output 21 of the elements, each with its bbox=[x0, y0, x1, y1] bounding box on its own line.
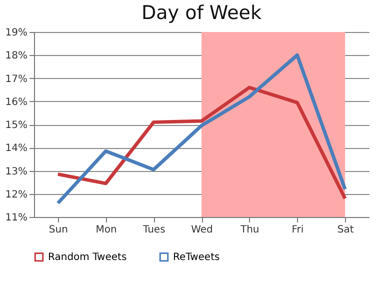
chart-title: Day of Week bbox=[142, 2, 262, 24]
legend-label: Random Tweets bbox=[48, 252, 127, 264]
x-tick-label: Mon bbox=[96, 224, 117, 236]
line-series bbox=[56, 86, 347, 200]
y-tick-label: 17% bbox=[5, 74, 28, 85]
x-tick-label: Wed bbox=[191, 224, 213, 236]
y-tick-label: 15% bbox=[5, 120, 28, 131]
legend-label: ReTweets bbox=[173, 252, 220, 264]
line-series bbox=[56, 53, 347, 205]
y-tick-label: 14% bbox=[5, 143, 28, 154]
x-tick-label: Sun bbox=[48, 224, 68, 236]
y-tick-label: 16% bbox=[5, 96, 28, 108]
x-tick-label: Thu bbox=[239, 224, 260, 236]
y-tick-label: 13% bbox=[5, 166, 28, 178]
y-tick-label: 12% bbox=[5, 189, 28, 200]
x-tick-label: Fri bbox=[292, 224, 304, 236]
x-tick-label: Tues bbox=[142, 224, 166, 236]
y-tick-label: 18% bbox=[5, 50, 28, 62]
x-tick-label: Sat bbox=[337, 224, 354, 236]
y-tick-label: 19% bbox=[5, 28, 28, 38]
y-tick-label: 11% bbox=[5, 212, 28, 224]
